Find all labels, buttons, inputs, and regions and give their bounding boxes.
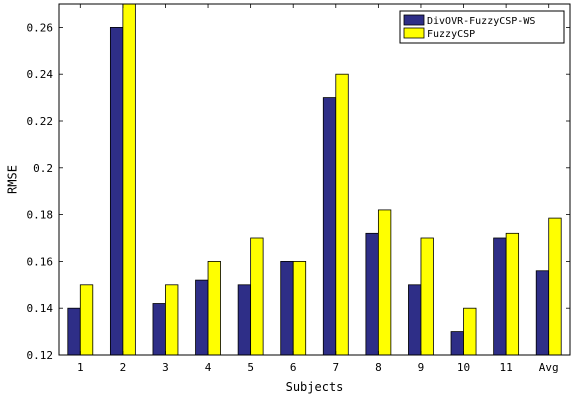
bar-divovr-5 (237, 284, 252, 356)
legend-swatch-fuzzycsp (403, 27, 425, 39)
bar-divovr-1 (67, 307, 81, 356)
y-tick-label: 0.2 (33, 162, 53, 175)
y-tick-label: 0.16 (27, 255, 54, 268)
bar-fuzzycsp-5 (250, 237, 264, 356)
bar-divovr-4 (195, 279, 209, 356)
bar-divovr-10 (450, 331, 464, 356)
bar-fuzzycsp-9 (420, 237, 434, 356)
bar-divovr-11 (493, 237, 507, 356)
x-tick-label: 5 (247, 361, 254, 374)
x-tick-label: Avg (539, 361, 559, 374)
bar-divovr-7 (322, 97, 337, 356)
x-tick-label: 3 (162, 361, 169, 374)
y-tick-label: 0.22 (27, 115, 54, 128)
x-tick-label: 10 (457, 361, 470, 374)
y-axis-label: RMSE (6, 165, 20, 194)
x-tick-label: 4 (205, 361, 212, 374)
bar-divovr-8 (365, 232, 379, 356)
bar-divovr-9 (408, 284, 422, 356)
legend: DivOVR-FuzzyCSP-WS FuzzyCSP (399, 10, 565, 44)
bar-fuzzycsp-1 (79, 284, 94, 356)
x-tick-label: 11 (500, 361, 513, 374)
bar-fuzzycsp-8 (377, 209, 392, 356)
x-tick-label: 1 (77, 361, 84, 374)
x-tick-label: 7 (332, 361, 339, 374)
x-tick-label: 2 (120, 361, 127, 374)
x-axis-label: Subjects (286, 380, 344, 394)
bar-fuzzycsp-11 (505, 232, 520, 356)
plot-frame (58, 3, 571, 356)
bar-fuzzycsp-4 (207, 260, 221, 356)
legend-swatch-divovr (403, 14, 425, 26)
x-tick-label: 8 (375, 361, 382, 374)
y-tick-label: 0.14 (27, 302, 54, 315)
legend-label-fuzzycsp: FuzzyCSP (427, 29, 475, 40)
bar-fuzzycsp-3 (165, 284, 179, 356)
bar-fuzzycsp-2 (122, 3, 136, 356)
y-tick-label: 0.24 (27, 68, 54, 81)
x-tick-label: 9 (418, 361, 425, 374)
ticks-layer: 1 2 3 4 5 6 7 8 9 10 11 Avg 0.12 0.14 0.16 0.18 0.2 0.22 0… (27, 4, 570, 374)
bar-fuzzycsp-6 (292, 260, 307, 356)
bar-divovr-6 (280, 260, 294, 356)
y-tick-label: 0.12 (27, 349, 54, 362)
bar-divovr-2 (109, 26, 124, 356)
bar-fuzzycsp-avg (548, 217, 562, 356)
bars-layer (67, 3, 562, 356)
legend-label-divovr: DivOVR-FuzzyCSP-WS (427, 16, 535, 27)
x-tick-label: 6 (290, 361, 297, 374)
y-tick-label: 0.18 (27, 209, 54, 222)
bar-divovr-avg (535, 270, 550, 356)
bar-fuzzycsp-7 (335, 73, 349, 356)
legend-box (399, 10, 565, 44)
bar-fuzzycsp-10 (463, 307, 477, 356)
y-tick-label: 0.26 (27, 21, 54, 34)
bar-divovr-3 (152, 303, 166, 356)
